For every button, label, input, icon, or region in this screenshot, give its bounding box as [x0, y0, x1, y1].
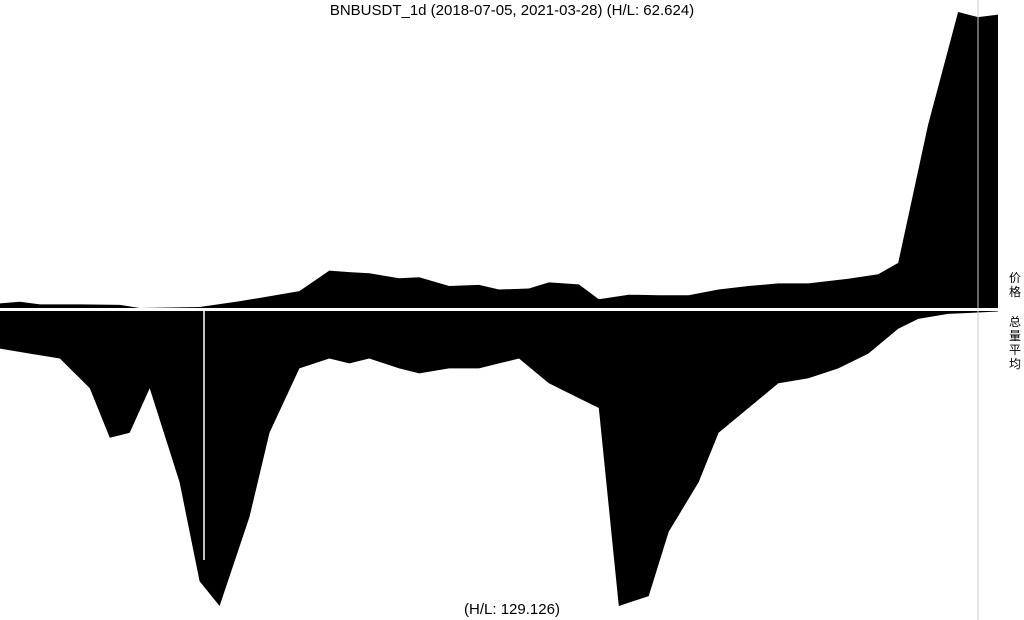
volume-axis-label: 总量平均: [1008, 315, 1021, 371]
price-volume-divider: [0, 308, 998, 311]
price-series-area: [0, 12, 998, 309]
volume-area: [0, 309, 998, 606]
chart-title: BNBUSDT_1d (2018-07-05, 2021-03-28) (H/L…: [329, 2, 695, 19]
price-area: [0, 12, 998, 309]
volume-range-label: (H/L: 129.126): [464, 601, 560, 618]
price-axis-label: 价格: [1008, 271, 1021, 299]
volume-series-area: [0, 309, 998, 606]
